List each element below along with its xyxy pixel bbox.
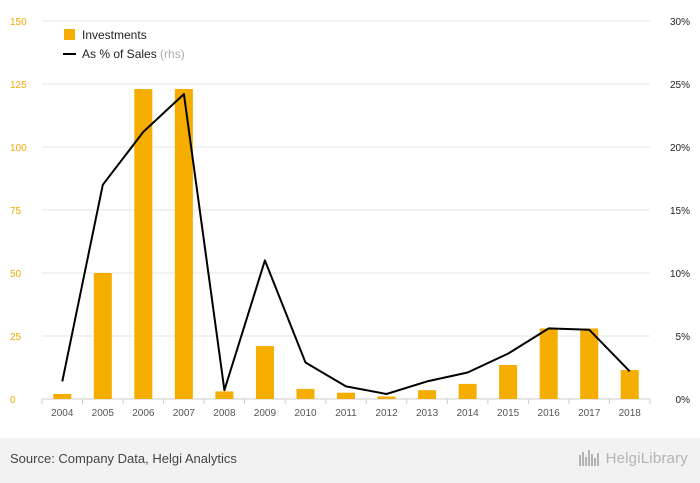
bar bbox=[458, 383, 477, 399]
right-tick-label: 5% bbox=[676, 332, 691, 343]
x-tick-label: 2008 bbox=[213, 408, 236, 419]
bar bbox=[215, 391, 234, 399]
chart-svg: 0 0% 25 5% 50 10% 75 15% 100 20% 125 25% 150 30% 2004 2… bbox=[10, 17, 691, 419]
bar bbox=[580, 328, 599, 399]
right-tick-label: 15% bbox=[670, 206, 690, 217]
bar bbox=[255, 346, 274, 399]
x-tick-label: 2015 bbox=[497, 408, 520, 419]
left-tick-label: 50 bbox=[10, 269, 22, 280]
left-tick-label: 150 bbox=[10, 17, 27, 28]
right-tick-label: 0% bbox=[676, 395, 691, 406]
source-text: Source: Company Data, Helgi Analytics bbox=[10, 451, 237, 466]
bar bbox=[620, 370, 639, 399]
x-tick-label: 2009 bbox=[254, 408, 277, 419]
bar bbox=[296, 388, 315, 399]
x-tick-label: 2012 bbox=[375, 408, 398, 419]
x-tick-label: 2011 bbox=[335, 408, 357, 419]
x-tick-label: 2013 bbox=[416, 408, 439, 419]
left-tick-label: 125 bbox=[10, 80, 27, 91]
brand-name: HelgiLibrary bbox=[605, 449, 688, 467]
bar bbox=[539, 328, 558, 399]
right-tick-label: 30% bbox=[670, 17, 690, 28]
right-tick-label: 20% bbox=[670, 143, 690, 154]
x-tick-label: 2004 bbox=[51, 408, 74, 419]
x-tick-label: 2007 bbox=[173, 408, 196, 419]
x-tick-label: 2005 bbox=[92, 408, 115, 419]
x-tick-label: 2018 bbox=[619, 408, 642, 419]
right-tick-label: 25% bbox=[670, 80, 690, 91]
legend-swatch-investments bbox=[64, 29, 75, 40]
left-tick-label: 25 bbox=[10, 332, 22, 343]
bar bbox=[377, 396, 396, 399]
x-tick-label: 2010 bbox=[294, 408, 317, 419]
legend-label-investments: Investments bbox=[82, 28, 147, 42]
bar bbox=[134, 89, 153, 399]
left-tick-label: 75 bbox=[10, 206, 22, 217]
bar bbox=[499, 364, 518, 399]
right-tick-label: 10% bbox=[670, 269, 690, 280]
library-logo-icon bbox=[578, 450, 599, 466]
x-tick-label: 2016 bbox=[538, 408, 561, 419]
left-tick-label: 0 bbox=[10, 395, 16, 406]
brand[interactable]: HelgiLibrary bbox=[578, 449, 688, 467]
footer: Source: Company Data, Helgi Analytics He… bbox=[0, 438, 700, 483]
x-tick-label: 2014 bbox=[456, 408, 479, 419]
x-tick-label: 2017 bbox=[578, 408, 601, 419]
bar bbox=[337, 392, 355, 399]
bar bbox=[418, 390, 437, 399]
bar bbox=[174, 89, 193, 399]
bar bbox=[53, 393, 72, 399]
bar bbox=[93, 273, 112, 399]
line-series-sales-pct bbox=[61, 93, 631, 395]
left-tick-label: 100 bbox=[10, 143, 27, 154]
legend-label-sales-pct: As % of Sales (rhs) bbox=[82, 47, 185, 61]
x-tick-label: 2006 bbox=[132, 408, 155, 419]
legend-label-rhs: (rhs) bbox=[160, 47, 185, 61]
